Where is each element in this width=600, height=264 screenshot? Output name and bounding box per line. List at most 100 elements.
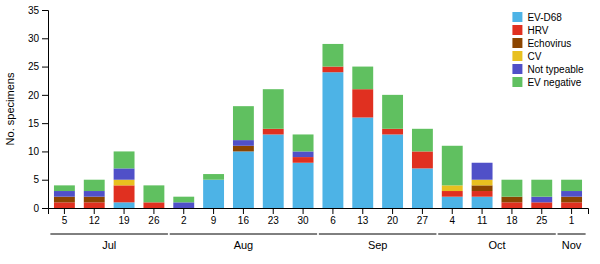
- tick-mark: [362, 208, 363, 214]
- tick-label: 25: [28, 61, 40, 72]
- tick-label: 20: [28, 90, 40, 101]
- legend-label: EV negative: [527, 77, 581, 88]
- tick-mark: [94, 208, 95, 214]
- tick-label: 35: [28, 5, 40, 16]
- group-label: Jul: [102, 239, 116, 251]
- bar: [293, 151, 314, 157]
- bar: [501, 197, 522, 203]
- bar: [54, 191, 75, 197]
- axis-title: No. specimens: [4, 72, 16, 145]
- bar: [472, 191, 493, 197]
- bar-series: [114, 180, 493, 191]
- plot: 0510152025303551219262916233061320274111…: [28, 5, 589, 251]
- legend-item: CV: [512, 51, 541, 62]
- bar: [84, 202, 105, 208]
- group-label: Nov: [562, 239, 582, 251]
- bar: [322, 72, 343, 208]
- legend-item: Echovirus: [512, 38, 571, 49]
- tick-mark: [332, 208, 333, 214]
- bar: [561, 197, 582, 203]
- tick-mark: [183, 208, 184, 214]
- bar: [143, 185, 164, 202]
- bar: [233, 106, 254, 140]
- bar: [54, 197, 75, 203]
- legend-item: EV negative: [512, 77, 581, 88]
- tick-label: 26: [148, 215, 160, 226]
- bar: [263, 89, 284, 129]
- legend-label: Not typeable: [527, 64, 584, 75]
- bar: [322, 44, 343, 67]
- legend-label: EV-D68: [527, 12, 562, 23]
- bar: [561, 191, 582, 197]
- tick: 5: [62, 208, 68, 226]
- bar: [293, 163, 314, 208]
- tick-label: 1: [569, 215, 575, 226]
- tick-label: 9: [211, 215, 217, 226]
- bar: [114, 185, 135, 202]
- tick-label: 0: [33, 203, 39, 214]
- bar: [501, 202, 522, 208]
- tick: 35: [28, 5, 48, 16]
- tick-label: 10: [28, 146, 40, 157]
- bar: [233, 151, 254, 208]
- tick-mark: [452, 208, 453, 214]
- tick-mark: [42, 10, 48, 11]
- y-axis: 0 5 10 15 20 25 30 35: [28, 5, 49, 214]
- tick-mark: [42, 38, 48, 39]
- tick: 20: [387, 208, 399, 226]
- tick: 15: [28, 118, 48, 129]
- tick: 30: [28, 33, 48, 44]
- chart: 0510152025303551219262916233061320274111…: [0, 0, 600, 264]
- tick: 11: [477, 208, 488, 226]
- legend-item: HRV: [512, 25, 548, 36]
- legend-label: HRV: [527, 25, 548, 36]
- tick: 26: [148, 208, 160, 226]
- legend-label: Echovirus: [527, 38, 571, 49]
- bar: [352, 89, 373, 117]
- bar: [382, 95, 403, 129]
- tick-mark: [42, 95, 48, 96]
- bar: [173, 197, 194, 203]
- tick-mark: [124, 208, 125, 214]
- bars: [54, 44, 582, 208]
- tick: 25: [536, 208, 548, 226]
- tick: 10: [28, 146, 48, 157]
- tick-label: 19: [119, 215, 131, 226]
- legend-swatch: [512, 38, 522, 48]
- bar: [382, 129, 403, 135]
- tick-mark: [42, 123, 48, 124]
- tick: 9: [211, 208, 217, 226]
- bar: [263, 129, 284, 135]
- tick: 20: [28, 90, 48, 101]
- legend: EV-D68 HRV Echovirus CV Not typeable EV negat…: [512, 12, 584, 88]
- tick: 4: [449, 208, 455, 226]
- tick-label: 2: [181, 215, 187, 226]
- bar: [114, 168, 135, 179]
- bar: [472, 185, 493, 191]
- legend-item: EV-D68: [512, 12, 562, 23]
- bar: [84, 197, 105, 203]
- bar: [561, 202, 582, 208]
- bar: [84, 191, 105, 197]
- bar: [233, 140, 254, 146]
- bar: [203, 180, 224, 208]
- tick-mark: [392, 208, 393, 214]
- tick-label: 5: [62, 215, 68, 226]
- legend-swatch: [512, 12, 522, 22]
- bar: [561, 180, 582, 191]
- tick: 5: [33, 174, 48, 185]
- bar: [531, 180, 552, 197]
- tick: 6: [330, 208, 336, 226]
- bar: [54, 202, 75, 208]
- tick-mark: [42, 151, 48, 152]
- tick: 16: [238, 208, 250, 226]
- bar: [472, 180, 493, 186]
- tick: 25: [28, 61, 48, 72]
- bar: [293, 157, 314, 163]
- tick-label: 18: [506, 215, 518, 226]
- legend-swatch: [512, 64, 522, 74]
- legend-label: CV: [527, 51, 541, 62]
- bar-series: [54, 146, 582, 203]
- axis-line: [49, 209, 589, 215]
- bar: [203, 174, 224, 180]
